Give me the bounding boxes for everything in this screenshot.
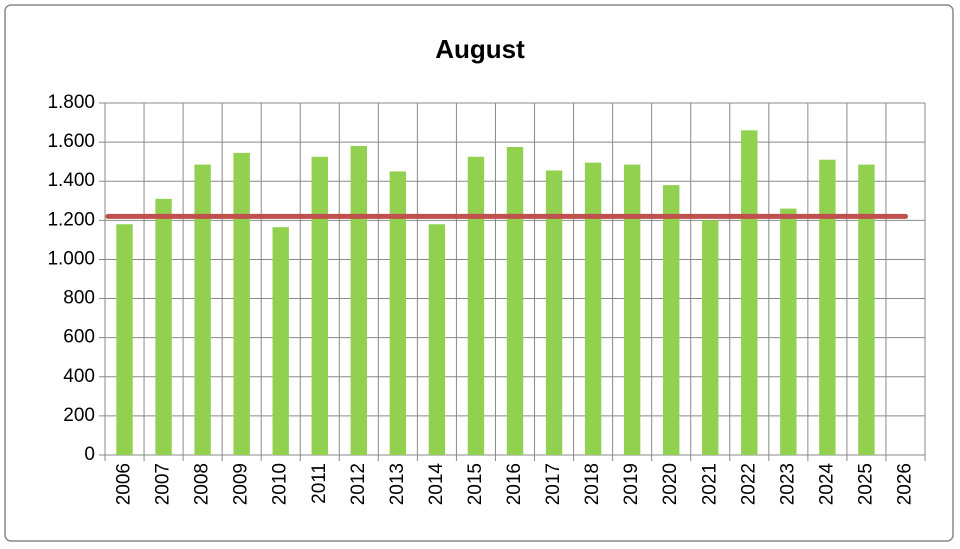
x-tick-label: 2013 — [387, 463, 408, 505]
bar — [467, 156, 485, 455]
bar — [350, 146, 368, 455]
y-tick-label: 1.800 — [47, 92, 95, 113]
bar — [389, 171, 407, 455]
x-tick-label: 2008 — [192, 463, 213, 505]
bar — [780, 208, 797, 455]
chart-title: August — [435, 34, 525, 64]
x-tick-label: 2015 — [465, 463, 486, 505]
bar — [155, 198, 172, 456]
x-tick-label: 2020 — [660, 463, 681, 505]
bar — [702, 220, 719, 455]
bar — [428, 224, 446, 455]
bar — [819, 159, 836, 455]
bar — [194, 164, 211, 455]
y-tick-label: 1.600 — [47, 131, 95, 152]
x-tick-label: 2014 — [426, 463, 447, 506]
bar — [858, 164, 875, 455]
x-tick-label: 2006 — [114, 463, 135, 505]
y-tick-label: 200 — [63, 405, 95, 426]
x-tick-label: 2025 — [855, 463, 876, 505]
x-tick-label: 2016 — [504, 463, 525, 505]
x-tick-label: 2026 — [894, 463, 915, 505]
y-tick-label: 1.000 — [47, 248, 95, 269]
x-tick-label: 2024 — [816, 463, 837, 506]
x-tick-label: 2009 — [231, 463, 252, 505]
x-tick-label: 2012 — [348, 463, 369, 505]
x-tick-label: 2019 — [621, 463, 642, 505]
bar — [623, 164, 641, 455]
x-tick-label: 2007 — [153, 463, 174, 505]
bar — [233, 152, 250, 455]
y-tick-label: 400 — [63, 366, 95, 387]
x-tick-label: 2018 — [582, 463, 603, 505]
x-tick-label: 2011 — [309, 463, 330, 504]
bar — [545, 170, 563, 455]
bar — [116, 224, 133, 455]
bar — [662, 185, 680, 455]
x-tick-label: 2010 — [270, 463, 291, 505]
bar — [506, 147, 524, 455]
x-tick-label: 2023 — [777, 463, 798, 505]
bar — [741, 130, 758, 455]
bar — [272, 227, 289, 455]
y-tick-label: 1.200 — [47, 209, 95, 230]
y-tick-label: 0 — [84, 444, 95, 465]
y-tick-label: 1.400 — [47, 170, 95, 191]
bar — [311, 156, 328, 455]
x-tick-label: 2017 — [543, 463, 564, 505]
y-tick-label: 800 — [63, 288, 95, 309]
x-tick-label: 2021 — [699, 463, 720, 505]
x-tick-label: 2022 — [738, 463, 759, 505]
bar — [584, 162, 602, 455]
y-tick-label: 600 — [63, 327, 95, 348]
